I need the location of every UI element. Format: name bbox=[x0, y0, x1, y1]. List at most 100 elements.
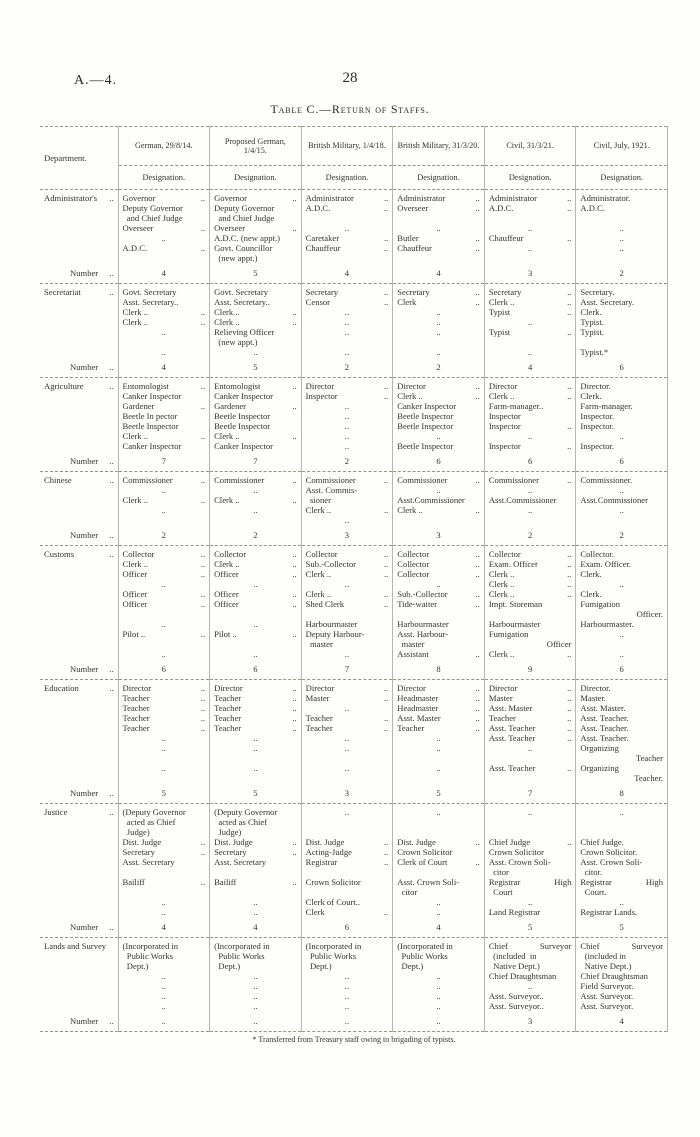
text-line: A.D.C... bbox=[305, 203, 389, 213]
number-value: 3 bbox=[344, 788, 350, 798]
text-line: (Deputy Governor bbox=[122, 807, 186, 817]
text-line: Chauffeur.. bbox=[488, 233, 572, 243]
number-value: 2 bbox=[619, 530, 624, 540]
text-line: (Incorporated in bbox=[122, 941, 179, 951]
text-line: Administrator. bbox=[580, 193, 631, 203]
page-number: 28 bbox=[342, 70, 358, 86]
text-line: Inspector.. bbox=[488, 441, 572, 451]
number-cell: 2 bbox=[118, 530, 211, 546]
text-line: Director.. bbox=[305, 683, 389, 693]
text-line: Clerk .... bbox=[214, 307, 297, 317]
text-line: Asst. Commis- bbox=[305, 485, 358, 495]
text-line: Public Works bbox=[305, 951, 357, 961]
section-row: Lands and Survey (Incorporated in Public … bbox=[40, 937, 668, 1016]
number-value: 7 bbox=[527, 788, 533, 798]
text-line: .. bbox=[161, 347, 166, 357]
text-line: Clerk. bbox=[580, 307, 602, 317]
number-value: 9 bbox=[527, 664, 533, 674]
text-line: Dept.) bbox=[397, 961, 424, 971]
designation-cell: Collector.. Sub.-Collector.. Clerk ...... C… bbox=[301, 545, 394, 664]
designation-cell: (Deputy Governor acted as Chief Judge) Di… bbox=[118, 803, 211, 922]
text-line: .. bbox=[344, 579, 350, 589]
text-line: .. bbox=[619, 233, 624, 243]
text-line bbox=[214, 609, 297, 619]
text-line: citor bbox=[397, 887, 418, 897]
text-line: Master.. bbox=[488, 693, 572, 703]
designation-header: Designation. bbox=[301, 165, 394, 190]
text-line: (included in bbox=[580, 951, 626, 961]
text-line: Officer. bbox=[636, 609, 663, 619]
number-cell: 5 bbox=[209, 788, 302, 804]
text-line: Asst. Secretary. bbox=[580, 297, 635, 307]
text-line: Justice.. bbox=[44, 807, 114, 817]
text-line: Asst. Surveyor.. bbox=[488, 991, 544, 1001]
designation-cell: Chief Surveyor (included in Native Dept.)… bbox=[484, 937, 577, 1016]
number-value: 6 bbox=[619, 456, 624, 466]
text-line: Teacher.. bbox=[122, 713, 206, 723]
text-line: .. bbox=[436, 347, 441, 357]
text-line: Censor.. bbox=[305, 297, 389, 307]
text-line: .. bbox=[161, 907, 166, 917]
designation-cell: Administrator.. Overseer.. .. Butler.. Chau… bbox=[392, 189, 485, 268]
text-line: Shed Clerk.. bbox=[305, 599, 389, 609]
text-line bbox=[580, 213, 663, 223]
text-line: .. bbox=[619, 579, 624, 589]
text-line: A.D.C... bbox=[488, 203, 572, 213]
text-line: Tide-waiter.. bbox=[397, 599, 480, 609]
text-line: Education.. bbox=[44, 683, 114, 693]
text-line: Secretary.. bbox=[488, 287, 572, 297]
text-line: Gardener.. bbox=[122, 401, 206, 411]
number-value: .. bbox=[344, 1016, 350, 1026]
text-line: Director.. bbox=[488, 381, 572, 391]
text-line: Overseer.. bbox=[122, 223, 206, 233]
text-line: .. bbox=[253, 991, 258, 1001]
designation-cell: Collector.. Clerk .... Officer.... Officer.… bbox=[209, 545, 302, 664]
text-line: Teacher.. bbox=[305, 723, 389, 733]
text-line: .. bbox=[436, 317, 441, 327]
text-line: Asst.Commissioner bbox=[488, 495, 557, 505]
text-line: Entomologist.. bbox=[214, 381, 297, 391]
number-value: .. bbox=[436, 1016, 441, 1026]
text-line: (new appt.) bbox=[214, 253, 258, 263]
text-line: .. bbox=[344, 411, 350, 421]
text-line: .. bbox=[436, 991, 441, 1001]
table-footnote: * Transferred from Treasury staff owing … bbox=[252, 1035, 456, 1044]
text-line: Teacher bbox=[635, 753, 663, 763]
number-value: 6 bbox=[344, 922, 350, 932]
text-line: Impt. Storeman bbox=[488, 599, 543, 609]
number-label-cell: Number.. bbox=[40, 530, 119, 546]
text-line: Commissioner. bbox=[580, 475, 633, 485]
text-line: Asst. Secretary.. bbox=[214, 297, 270, 307]
designation-cell: Collector.. Collector.. Collector.... Sub.-… bbox=[392, 545, 485, 664]
designation-header: Designation. bbox=[484, 165, 577, 190]
text-line: Collector.. bbox=[397, 549, 480, 559]
text-line: Administrator.. bbox=[488, 193, 572, 203]
text-line: Director.. bbox=[305, 381, 389, 391]
text-line: Clerk .... bbox=[214, 559, 297, 569]
number-cell: 4 bbox=[118, 268, 211, 284]
text-line: Dist. Judge.. bbox=[122, 837, 206, 847]
text-line: .. bbox=[161, 733, 166, 743]
text-line: Judge) bbox=[122, 827, 150, 837]
text-line: and Chief Judge bbox=[214, 213, 275, 223]
number-value: 8 bbox=[619, 788, 624, 798]
number-value: 4 bbox=[344, 268, 350, 278]
text-line: .. bbox=[619, 807, 624, 817]
department-column-header: Department. bbox=[40, 126, 119, 190]
number-cell: 6 bbox=[575, 362, 668, 378]
text-line: Number.. bbox=[70, 664, 114, 674]
text-line: Collector.. bbox=[397, 559, 480, 569]
number-row: Number.. 6 6 7 8 9 6 bbox=[40, 664, 668, 680]
text-line: .. bbox=[344, 401, 350, 411]
designation-cell: Commissioner.. Asst. Commis- sioner Clerk … bbox=[301, 471, 394, 530]
text-line bbox=[123, 337, 206, 347]
text-line: master bbox=[305, 639, 333, 649]
text-line: Clerk .... bbox=[122, 495, 206, 505]
number-value: 4 bbox=[253, 922, 258, 932]
text-line: Deputy Harbour- bbox=[305, 629, 365, 639]
text-line: Administrator.. bbox=[397, 193, 480, 203]
number-value: 2 bbox=[619, 268, 624, 278]
text-line: Governor.. bbox=[122, 193, 206, 203]
text-line: .. bbox=[344, 733, 350, 743]
text-line: Secretary. bbox=[580, 287, 615, 297]
